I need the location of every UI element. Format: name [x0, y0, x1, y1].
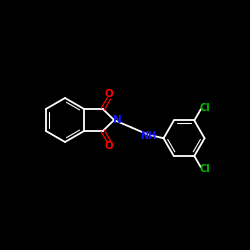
- Text: Cl: Cl: [199, 164, 210, 173]
- Text: N: N: [113, 115, 122, 125]
- Text: O: O: [105, 141, 114, 151]
- Text: O: O: [105, 89, 114, 99]
- Text: NH: NH: [140, 131, 156, 141]
- Text: Cl: Cl: [199, 103, 210, 113]
